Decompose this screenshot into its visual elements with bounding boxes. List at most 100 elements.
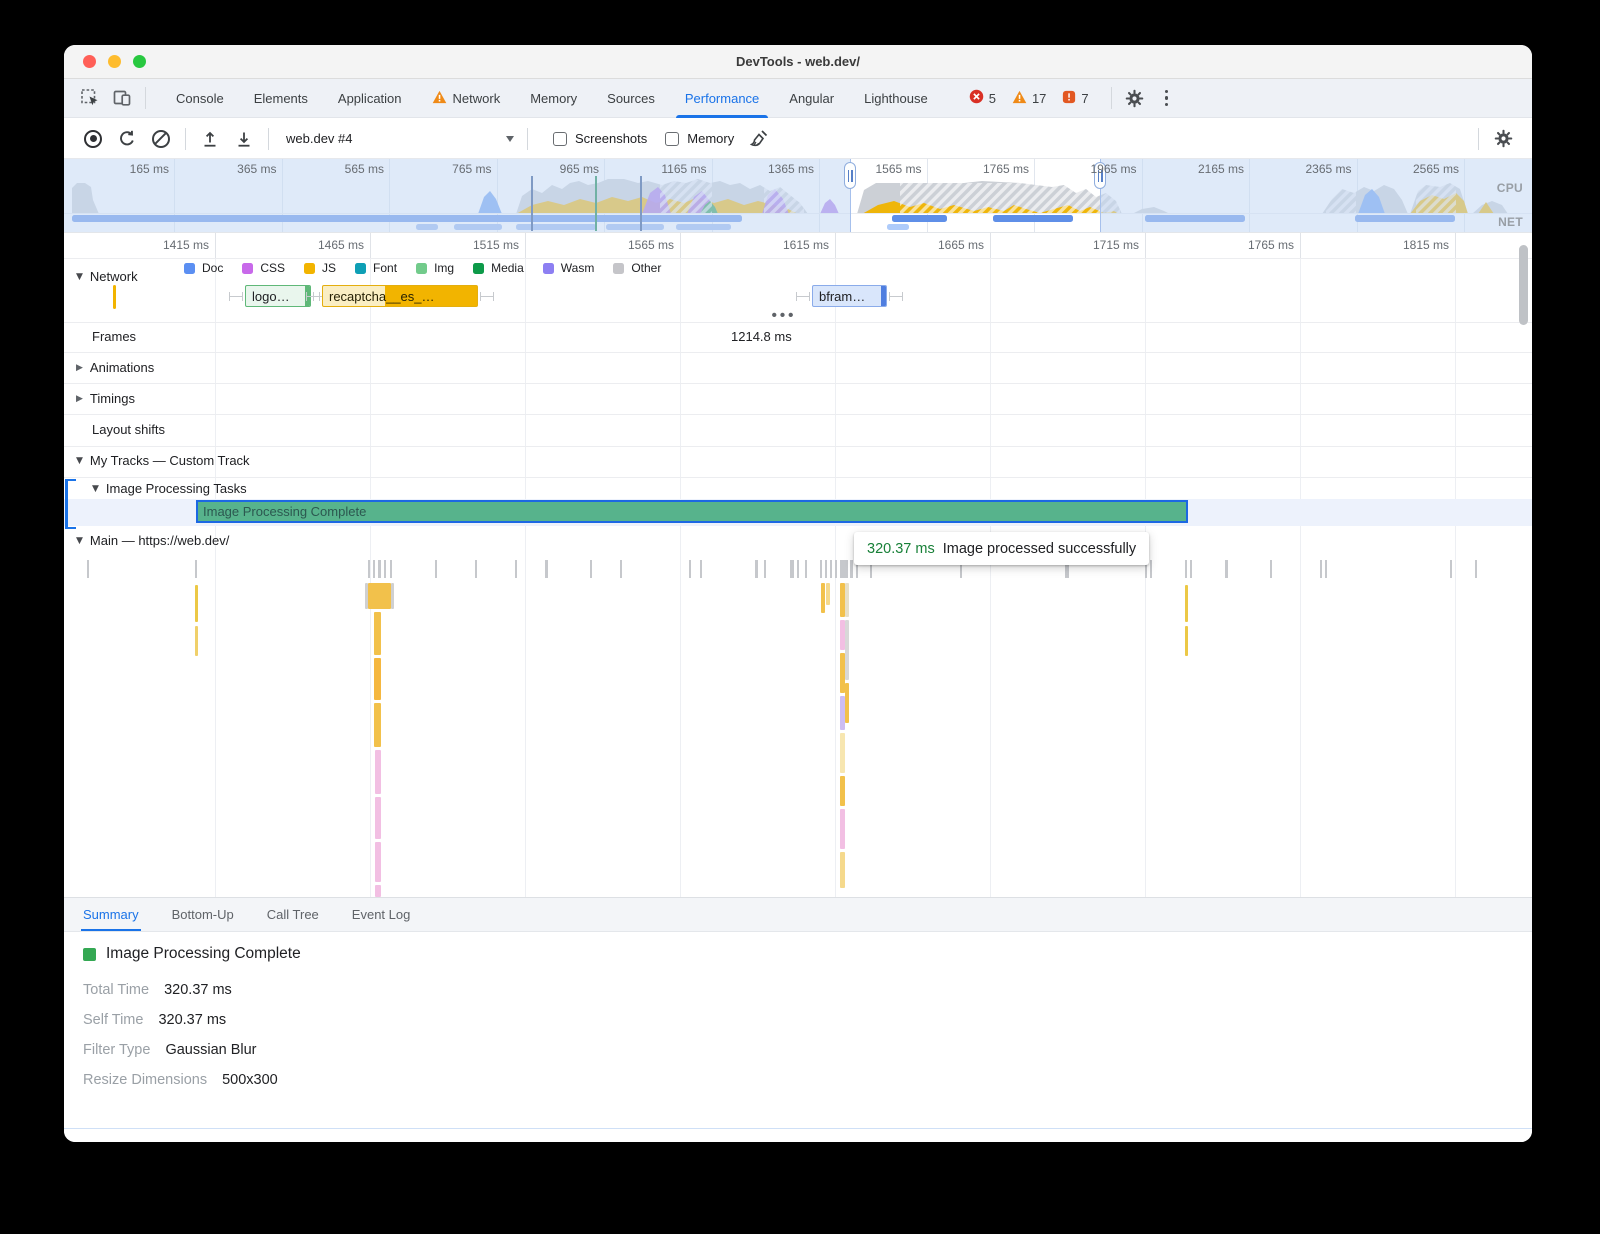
left-selection-handle[interactable] bbox=[844, 162, 856, 189]
tab-angular[interactable]: Angular bbox=[774, 79, 849, 118]
flame-segment[interactable] bbox=[845, 620, 849, 680]
animations-track-header[interactable]: ▶ Animations bbox=[76, 360, 154, 375]
flame-segment[interactable] bbox=[368, 583, 391, 609]
flame-segment[interactable] bbox=[840, 852, 845, 888]
image-processing-tasks-header[interactable]: ▼ Image Processing Tasks bbox=[92, 481, 247, 496]
network-request-sliver[interactable] bbox=[113, 285, 116, 309]
details-tab-event-log[interactable]: Event Log bbox=[351, 907, 411, 922]
timeline-overview-minimap[interactable]: 165 ms 365 ms 565 ms 765 ms 965 ms 1165 ms 136… bbox=[64, 159, 1532, 233]
network-request-logo[interactable]: logo… bbox=[245, 285, 311, 307]
more-options-icon[interactable] bbox=[1151, 83, 1183, 113]
error-count-badge[interactable]: 5 bbox=[969, 89, 996, 107]
record-button[interactable] bbox=[76, 125, 110, 153]
settings-gear-icon[interactable] bbox=[1119, 83, 1151, 113]
layout-shifts-track-header[interactable]: Layout shifts bbox=[92, 422, 165, 437]
warning-count-badge[interactable]: 17 bbox=[1012, 90, 1046, 107]
checkbox-icon[interactable] bbox=[553, 131, 567, 146]
tab-performance[interactable]: Performance bbox=[670, 79, 774, 118]
network-track-header[interactable]: ▼ Network bbox=[76, 269, 138, 284]
flame-segment[interactable] bbox=[840, 733, 845, 773]
profile-select[interactable]: web.dev #4 bbox=[276, 125, 520, 153]
tab-network[interactable]: Network bbox=[417, 79, 516, 118]
my-tracks-group-header[interactable]: ▼ My Tracks — Custom Track bbox=[76, 453, 250, 468]
summary-row-value: 320.37 ms bbox=[158, 1012, 227, 1028]
flame-segment[interactable] bbox=[374, 703, 381, 747]
details-tab-bottom-up[interactable]: Bottom-Up bbox=[171, 907, 234, 922]
image-processing-complete-event-bar[interactable]: Image Processing Complete bbox=[196, 500, 1188, 523]
download-profile-icon[interactable] bbox=[227, 125, 261, 153]
triangle-down-icon: ▼ bbox=[76, 455, 83, 466]
details-tab-call-tree[interactable]: Call Tree bbox=[266, 907, 319, 922]
checkbox-icon[interactable] bbox=[665, 131, 680, 146]
flame-segment[interactable] bbox=[374, 612, 381, 655]
show-more-tracks-icon[interactable]: ••• bbox=[771, 307, 797, 324]
ruler-tick bbox=[525, 233, 526, 258]
frames-duration-value: 1214.8 ms bbox=[731, 329, 792, 344]
tab-memory[interactable]: Memory bbox=[515, 79, 592, 118]
maximize-button[interactable] bbox=[133, 55, 146, 68]
panel-tabs: Console Elements Application Network Memory S… bbox=[161, 79, 943, 118]
upload-profile-icon[interactable] bbox=[193, 125, 227, 153]
flame-segment[interactable] bbox=[821, 583, 825, 613]
flame-segment[interactable] bbox=[375, 750, 381, 794]
flame-segment[interactable] bbox=[840, 696, 845, 730]
tab-application[interactable]: Application bbox=[323, 79, 417, 118]
flame-segment[interactable] bbox=[826, 583, 830, 605]
flame-segment[interactable] bbox=[365, 583, 368, 609]
network-request-bfram[interactable]: bfram… bbox=[812, 285, 887, 307]
minimize-button[interactable] bbox=[108, 55, 121, 68]
flame-segment[interactable] bbox=[195, 585, 198, 622]
summary-row-total-time: Total Time 320.37 ms bbox=[83, 975, 278, 1005]
frames-track-header[interactable]: Frames bbox=[92, 329, 136, 344]
flame-segment[interactable] bbox=[1185, 626, 1188, 656]
right-selection-handle[interactable] bbox=[1094, 162, 1106, 189]
inspect-element-icon[interactable] bbox=[74, 83, 106, 113]
legend-color-chip bbox=[473, 262, 485, 274]
issue-count-badge[interactable]: 7 bbox=[1062, 90, 1089, 107]
screenshots-checkbox[interactable]: Screenshots bbox=[553, 131, 647, 146]
summary-rows: Total Time 320.37 ms Self Time 320.37 ms Fil… bbox=[83, 975, 278, 1095]
flame-segment[interactable] bbox=[375, 885, 381, 897]
vertical-scrollbar-thumb[interactable] bbox=[1519, 245, 1528, 325]
flame-segment[interactable] bbox=[195, 626, 198, 656]
main-flame-chart[interactable] bbox=[64, 558, 1532, 897]
flame-segment[interactable] bbox=[374, 658, 381, 700]
flame-segment[interactable] bbox=[840, 776, 845, 806]
flame-segment[interactable] bbox=[840, 583, 845, 617]
network-request-recaptcha-es[interactable]: recaptcha__es_… bbox=[322, 285, 478, 307]
capture-settings-gear-icon[interactable] bbox=[1486, 125, 1520, 153]
task-tick bbox=[368, 560, 370, 578]
flame-segment[interactable] bbox=[845, 683, 849, 723]
triangle-down-icon: ▼ bbox=[76, 271, 83, 282]
tab-console[interactable]: Console bbox=[161, 79, 239, 118]
ruler-tick bbox=[835, 233, 836, 258]
tab-sources[interactable]: Sources bbox=[592, 79, 670, 118]
flame-segment[interactable] bbox=[1185, 585, 1188, 622]
flame-segment[interactable] bbox=[840, 653, 845, 693]
flame-segment[interactable] bbox=[840, 620, 845, 650]
memory-label: Memory bbox=[687, 131, 735, 146]
flame-segment[interactable] bbox=[375, 842, 381, 882]
details-tab-summary[interactable]: Summary bbox=[81, 898, 141, 931]
clear-recording-icon[interactable] bbox=[144, 125, 178, 153]
timings-track-header[interactable]: ▶ Timings bbox=[76, 391, 135, 406]
flame-segment[interactable] bbox=[840, 809, 845, 849]
legend-item-js: JS bbox=[304, 261, 336, 275]
collect-garbage-icon[interactable] bbox=[742, 125, 776, 153]
memory-checkbox[interactable]: Memory bbox=[665, 131, 734, 146]
summary-row-value: 500x300 bbox=[222, 1072, 278, 1088]
tab-lighthouse[interactable]: Lighthouse bbox=[849, 79, 943, 118]
cpu-lane-label: CPU bbox=[1496, 181, 1523, 195]
device-toolbar-icon[interactable] bbox=[106, 83, 138, 113]
flame-segment[interactable] bbox=[845, 583, 849, 617]
gridline bbox=[990, 258, 991, 897]
close-button[interactable] bbox=[83, 55, 96, 68]
timeline-detail-pane[interactable]: 1415 ms 1465 ms 1515 ms 1565 ms 1615 ms 1665 … bbox=[64, 233, 1532, 897]
tab-elements[interactable]: Elements bbox=[239, 79, 323, 118]
reload-and-record-button[interactable] bbox=[110, 125, 144, 153]
flame-segment[interactable] bbox=[375, 797, 381, 839]
summary-row-self-time: Self Time 320.37 ms bbox=[83, 1005, 278, 1035]
main-thread-track-header[interactable]: ▼ Main — https://web.dev/ bbox=[76, 533, 229, 548]
triangle-down-icon: ▼ bbox=[92, 483, 99, 494]
flame-segment[interactable] bbox=[391, 583, 394, 609]
